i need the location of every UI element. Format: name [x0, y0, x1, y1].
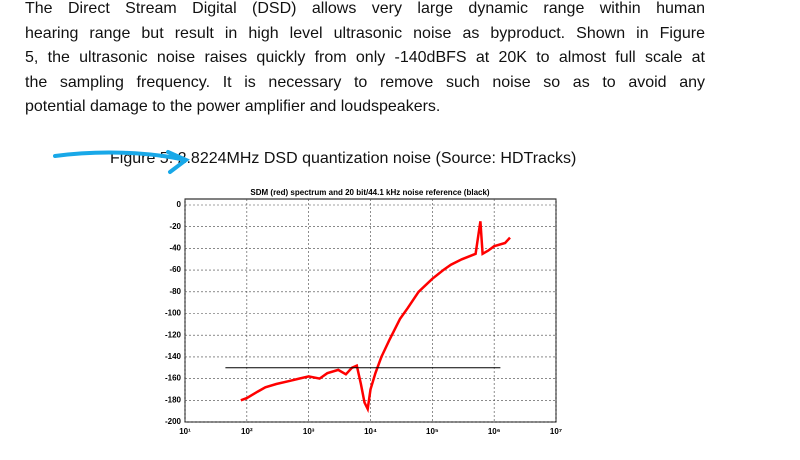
y-tick-label: 0	[177, 200, 182, 209]
x-tick-label: 10¹	[179, 427, 191, 436]
figure-caption: Figure 5: 2.8224MHz DSD quantization noi…	[110, 150, 577, 167]
x-tick-label: 10³	[303, 427, 315, 436]
x-tick-label: 10²	[241, 427, 253, 436]
y-tick-label: -120	[165, 330, 182, 339]
y-tick-label: -200	[165, 417, 182, 426]
x-tick-label: 10⁴	[364, 427, 377, 436]
y-tick-label: -40	[169, 244, 181, 253]
y-tick-label: -160	[165, 374, 182, 383]
x-tick-label: 10⁷	[550, 427, 562, 436]
series-line	[240, 221, 511, 414]
text-line: the sampling frequency. It is necessary …	[25, 73, 705, 91]
y-tick-label: -60	[169, 265, 181, 274]
y-tick-label: -140	[165, 352, 182, 361]
chart-title: SDM (red) spectrum and 20 bit/44.1 kHz n…	[250, 188, 490, 197]
y-tick-label: -100	[165, 309, 182, 318]
y-tick-label: -20	[169, 222, 181, 231]
text-line: 5, the ultrasonic noise raises quickly f…	[25, 49, 705, 66]
annotation-arrow	[53, 150, 190, 174]
y-tick-label: -180	[165, 395, 182, 404]
y-tick-label: -80	[169, 287, 181, 296]
x-tick-label: 10⁵	[426, 427, 439, 436]
x-tick-label: 10⁶	[488, 427, 501, 436]
text-line: hearing range but result in high level u…	[25, 24, 705, 42]
text-line: potential damage to the power amplifier …	[25, 98, 441, 115]
text-line: The Direct Stream Digital (DSD) allows v…	[25, 0, 705, 17]
